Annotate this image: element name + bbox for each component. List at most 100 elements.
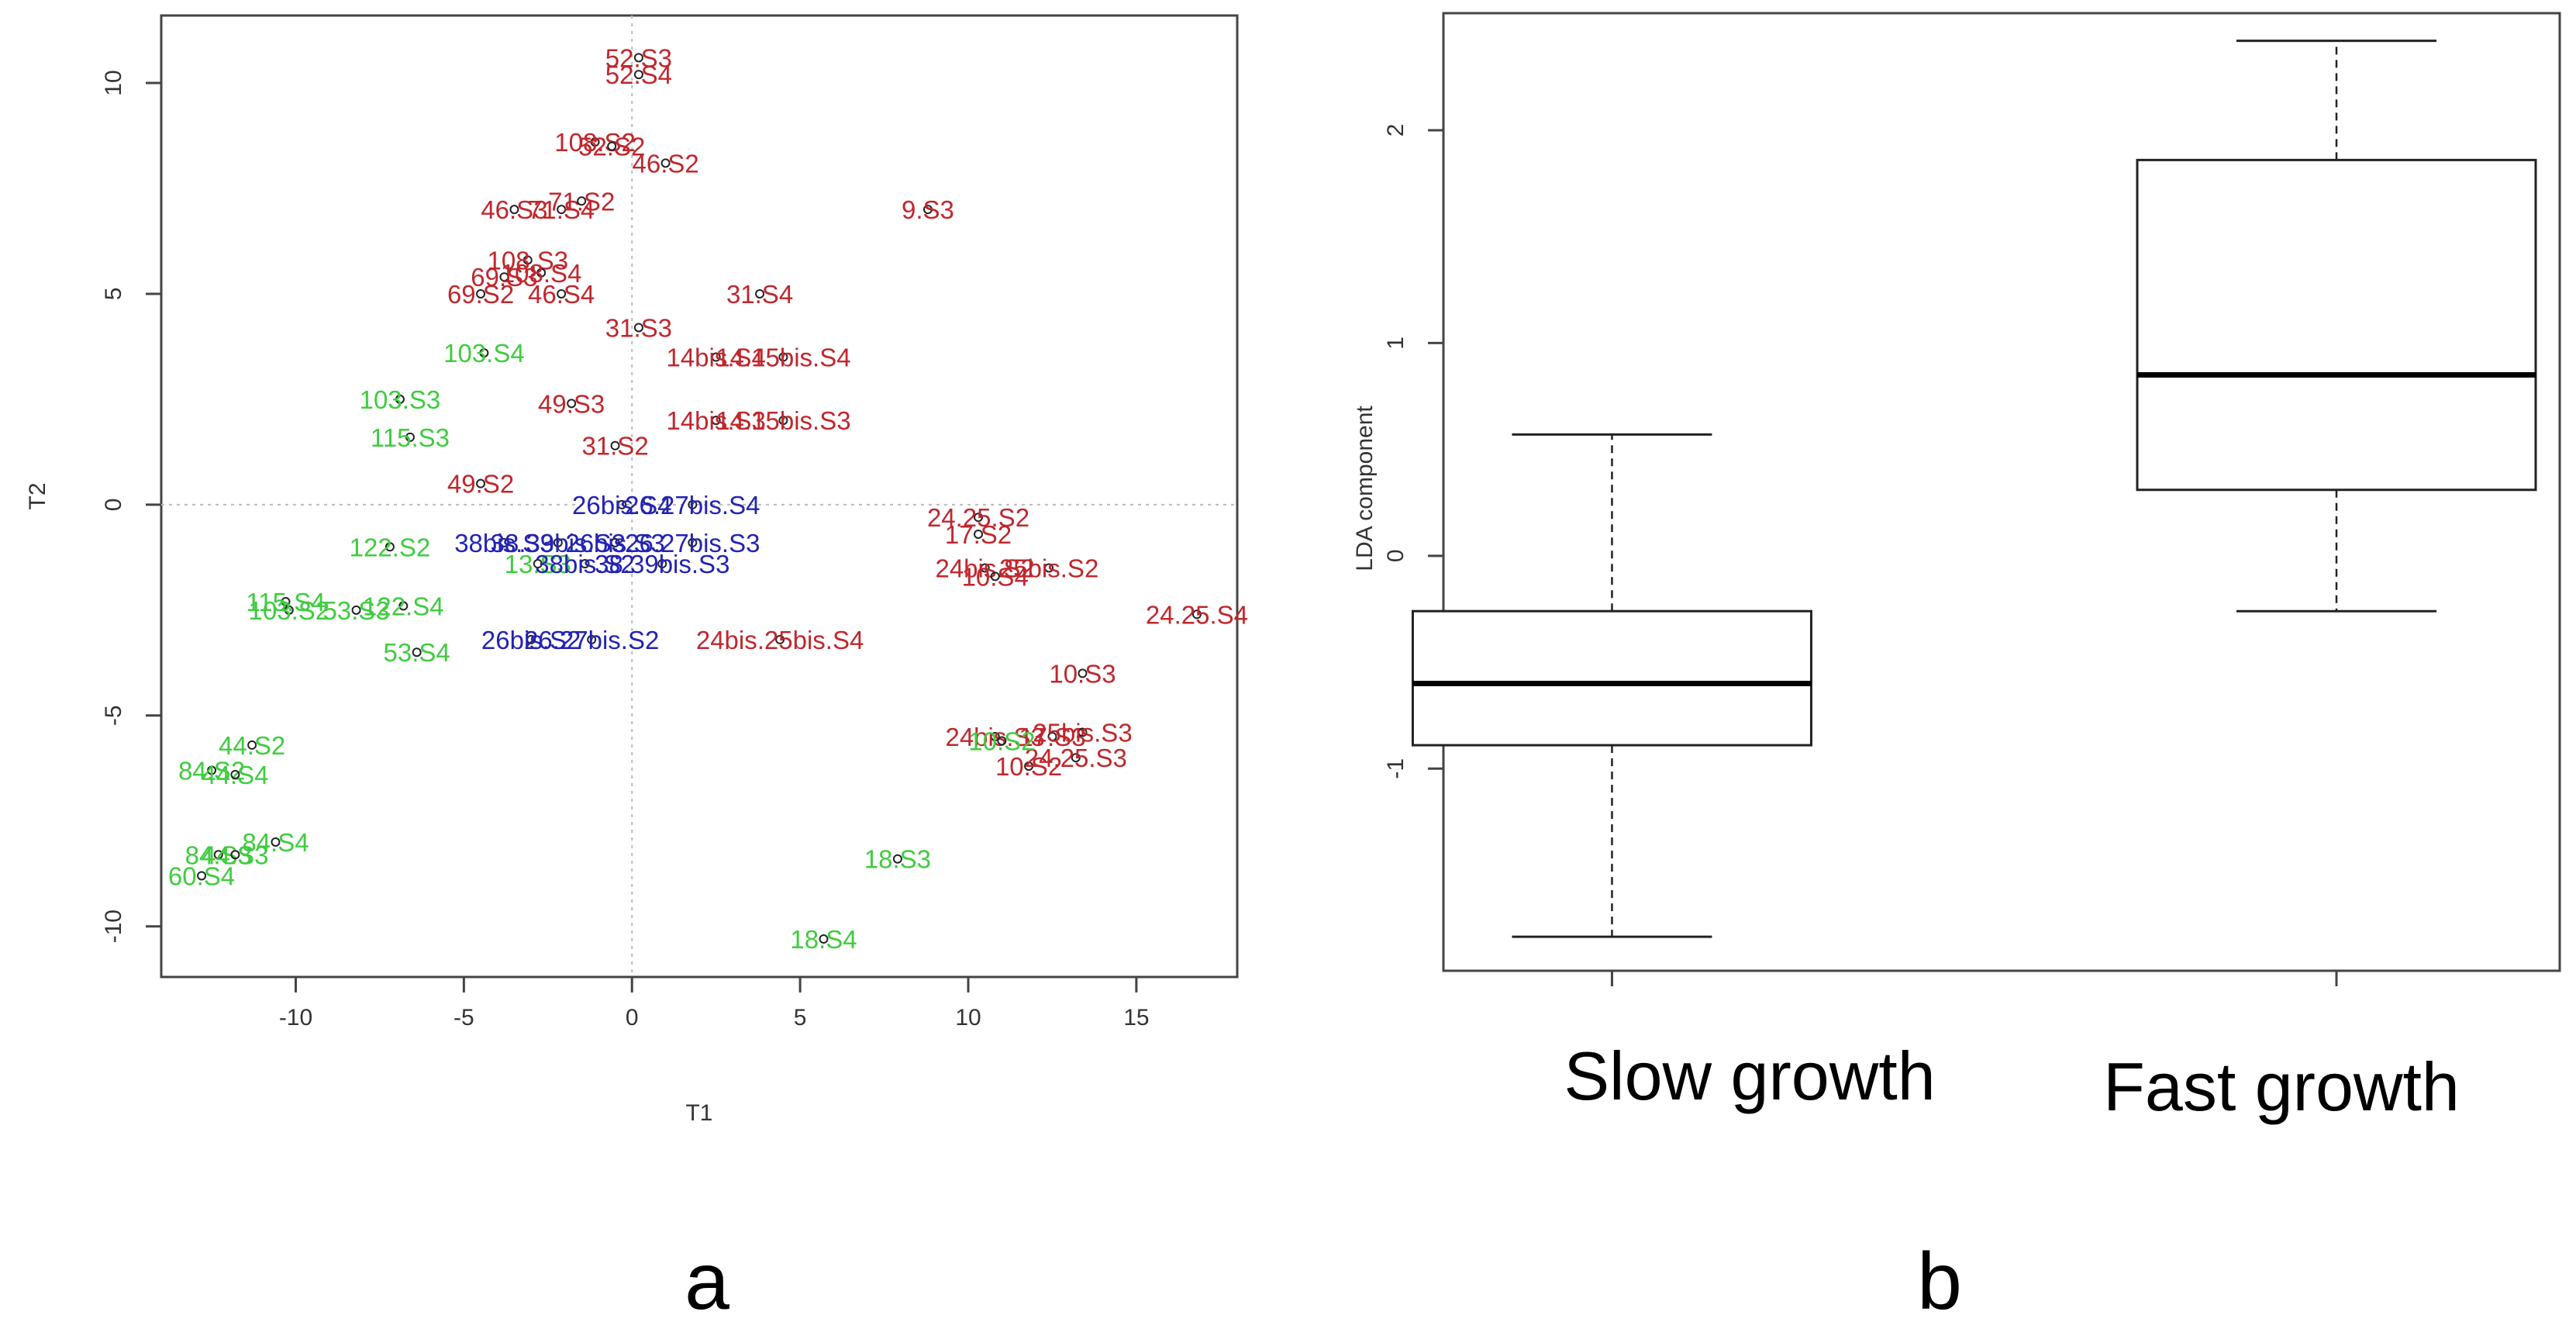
boxplot-panel: -1 0 1 2 LDA component Slow growth Fast gro…: [1352, 12, 2561, 1125]
scatter-point: [775, 634, 785, 644]
scatter-point: [499, 537, 509, 547]
scatter-point: [197, 871, 207, 881]
scatter-point-label: 84.S3: [185, 841, 252, 869]
scatter-point-label: 26.27bis.S4: [625, 491, 760, 520]
scatter-x-tick-label: -10: [279, 1005, 312, 1030]
scatter-point-label: 14.15bis.S4: [716, 343, 850, 372]
scatter-point: [580, 559, 590, 569]
scatter-point-label: 14.15bis.S3: [716, 406, 850, 435]
boxplot-y-tick-label: 0: [1383, 549, 1409, 562]
scatter-point: [207, 765, 217, 775]
panel-letter-a: a: [685, 1237, 729, 1327]
scatter-point: [990, 571, 1000, 582]
scatter-point-label: 10.S3: [1049, 659, 1116, 688]
scatter-point: [230, 850, 240, 860]
scatter-point: [213, 850, 223, 860]
scatter-point: [351, 605, 361, 615]
scatter-point: [567, 399, 577, 409]
scatter-point: [778, 352, 788, 362]
scatter-point-label: 26bis.S3: [565, 529, 664, 557]
scatter-point-label: 38bis.S3: [454, 529, 553, 557]
scatter-point: [997, 736, 1007, 746]
box-iqr: [1411, 609, 1812, 747]
scatter-point: [499, 272, 509, 282]
scatter-point-label: 25bis.S2: [999, 554, 1098, 582]
scatter-point: [1047, 732, 1057, 741]
scatter-point: [577, 196, 587, 206]
scatter-point: [892, 854, 902, 864]
scatter-point-label: 17.S2: [945, 520, 1012, 549]
boxplot-boxes: [1411, 40, 2537, 938]
scatter-x-tick-label: 0: [626, 1005, 639, 1030]
scatter-point-label: 49.S2: [447, 470, 514, 499]
scatter-point: [1078, 727, 1088, 737]
scatter-point-label: 38bis.S2: [535, 550, 634, 578]
scatter-point: [711, 416, 721, 426]
scatter-point-label: 31.S4: [726, 280, 793, 309]
scatter-point-label: 24bis.S3: [945, 723, 1044, 751]
scatter-point: [1078, 668, 1088, 678]
scatter-point: [657, 559, 667, 569]
box-fast-growth: [2136, 40, 2537, 613]
scatter-point-label: 24.25.S3: [1025, 744, 1127, 772]
scatter-plot-frame: [160, 14, 1239, 979]
scatter-point-label: 38.39bis.S3: [491, 529, 626, 557]
scatter-point-label: 52.S2: [578, 133, 645, 161]
boxplot-y-axis-title: LDA component: [1352, 406, 1378, 571]
scatter-point: [509, 205, 519, 215]
scatter-point: [1191, 609, 1202, 620]
scatter-point-label: 103.S3: [360, 385, 441, 414]
scatter-point: [610, 440, 620, 450]
scatter-point: [587, 634, 597, 644]
scatter-x-tick-label: 15: [1123, 1005, 1149, 1030]
scatter-point: [974, 513, 984, 523]
scatter-point: [412, 647, 422, 658]
scatter-point: [557, 288, 567, 299]
scatter-point: [385, 542, 395, 552]
scatter-point-label: 53.S4: [384, 638, 450, 667]
scatter-point: [395, 394, 405, 404]
scatter-point-label: 18.S4: [790, 925, 857, 954]
scatter-point: [522, 255, 533, 265]
scatter-point-label: 10.S4: [962, 562, 1029, 591]
scatter-x-axis-title: T1: [685, 1100, 712, 1126]
scatter-point-label: 14bis.S4: [666, 343, 765, 372]
scatter-point-label: 84.S4: [242, 828, 309, 857]
scatter-point: [711, 352, 721, 362]
scatter-x-tick-label: -5: [453, 1005, 474, 1030]
scatter-y-ticks: -10 -5 0 5 10: [101, 70, 161, 943]
scatter-point-label: 52.S4: [605, 60, 672, 89]
scatter-x-tick-label: 5: [794, 1005, 807, 1030]
scatter-point-label: 31.S3: [605, 313, 672, 342]
scatter-point-label: 108.S2: [554, 128, 636, 157]
scatter-point-label: 46.S4: [528, 280, 595, 309]
scatter-point: [553, 537, 563, 547]
scatter-point: [405, 432, 415, 442]
boxplot-y-tick-label: 1: [1383, 337, 1409, 350]
scatter-point: [536, 268, 547, 278]
boxplot-frame: [1442, 12, 2561, 972]
scatter-point-label: 115.S3: [371, 423, 450, 452]
scatter-point: [688, 537, 698, 547]
scatter-point-label: 24bis.S2: [935, 554, 1034, 582]
box-iqr: [2136, 158, 2537, 492]
scatter-point-label: 103.S4: [443, 339, 525, 368]
scatter-point: [617, 499, 627, 509]
scatter-point: [990, 732, 1000, 741]
scatter-point: [633, 323, 643, 333]
scatter-point-label: 14bis.S3: [666, 406, 765, 435]
scatter-point: [230, 769, 240, 779]
scatter-point: [476, 288, 486, 299]
scatter-point: [819, 934, 829, 944]
scatter-x-ticks: -10 -5 0 5 10 15: [279, 977, 1150, 1030]
scatter-point: [1044, 563, 1054, 573]
scatter-point-label: 122.S2: [350, 533, 431, 561]
boxplot-y-tick-label: -1: [1383, 758, 1409, 779]
scatter-point-label: 26bis.S2: [481, 626, 581, 654]
scatter-x-tick-label: 10: [955, 1005, 981, 1030]
category-label-fast-growth: Fast growth: [2103, 1048, 2460, 1125]
scatter-point: [590, 137, 600, 147]
boxplot-x-ticks: [1610, 971, 2338, 986]
scatter-point: [479, 348, 489, 358]
